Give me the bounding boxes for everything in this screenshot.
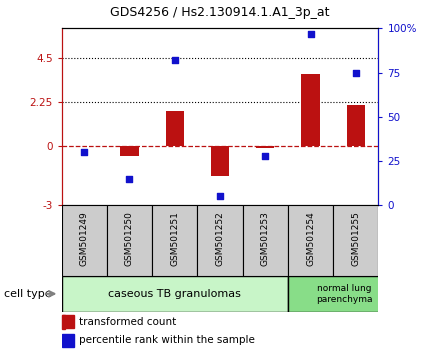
Bar: [62, 334, 74, 347]
Bar: [288, 276, 401, 312]
Bar: [242, 205, 288, 276]
Bar: [333, 205, 378, 276]
Bar: [62, 315, 65, 329]
Bar: [256, 146, 274, 148]
Point: [81, 149, 88, 155]
Point: [307, 31, 314, 36]
Text: GSM501249: GSM501249: [80, 211, 89, 266]
Text: GSM501255: GSM501255: [351, 211, 360, 266]
Bar: [62, 315, 74, 328]
Bar: [107, 205, 152, 276]
Text: cell type: cell type: [4, 289, 52, 299]
Bar: [198, 205, 242, 276]
Bar: [288, 205, 333, 276]
Point: [216, 194, 224, 199]
Text: GSM501252: GSM501252: [216, 211, 224, 266]
Text: GDS4256 / Hs2.130914.1.A1_3p_at: GDS4256 / Hs2.130914.1.A1_3p_at: [110, 6, 330, 19]
Bar: [301, 74, 319, 146]
Bar: [62, 205, 107, 276]
Text: GSM501253: GSM501253: [261, 211, 270, 266]
Text: percentile rank within the sample: percentile rank within the sample: [79, 335, 255, 346]
Text: GSM501254: GSM501254: [306, 211, 315, 266]
Text: GSM501251: GSM501251: [170, 211, 179, 266]
Point: [126, 176, 133, 182]
Point: [171, 57, 178, 63]
Bar: [62, 276, 288, 312]
Bar: [347, 105, 365, 146]
Bar: [211, 146, 229, 176]
Bar: [121, 146, 139, 156]
Text: GSM501250: GSM501250: [125, 211, 134, 266]
Bar: [152, 205, 198, 276]
Text: caseous TB granulomas: caseous TB granulomas: [108, 289, 241, 299]
Text: normal lung
parenchyma: normal lung parenchyma: [316, 284, 373, 303]
Point: [262, 153, 269, 159]
Point: [352, 70, 359, 75]
Text: transformed count: transformed count: [79, 316, 176, 327]
Bar: [166, 111, 184, 146]
